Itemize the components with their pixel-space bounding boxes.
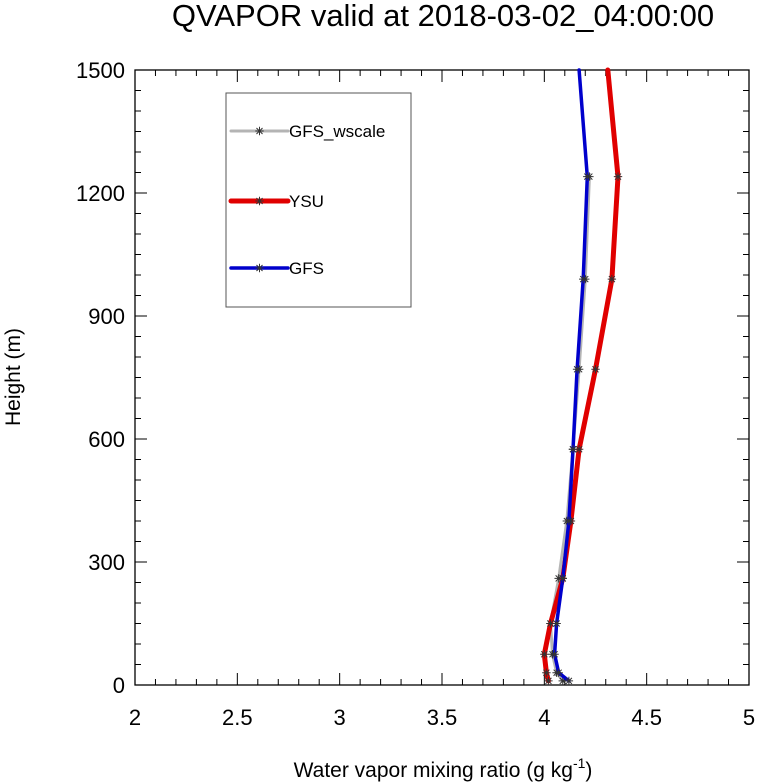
x-axis-label: Water vapor mixing ratio (g kg-1) (294, 755, 593, 782)
series-ysu (540, 67, 623, 686)
x-tick-label: 4 (538, 705, 550, 730)
data-point (579, 274, 588, 284)
data-point (552, 619, 561, 628)
x-axis-label-superscript: -1 (573, 755, 586, 771)
legend-label: YSU (289, 192, 324, 211)
y-tick-label: 300 (88, 550, 125, 575)
legend-marker (255, 196, 264, 206)
legend-label: GFS_wscale (289, 122, 385, 141)
chart-title: QVAPOR valid at 2018-03-02_04:00:00 (172, 0, 714, 33)
data-point (613, 172, 623, 181)
data-point (572, 365, 582, 374)
data-point (564, 676, 574, 686)
series-line (549, 175, 591, 683)
data-point (554, 668, 563, 677)
data-point (540, 650, 549, 659)
y-tick-label: 1500 (76, 58, 125, 83)
legend-entry: GFS_wscale (229, 122, 385, 141)
series-gfs (550, 68, 592, 686)
legend-marker (255, 263, 264, 273)
x-axis-label-end: ) (585, 759, 592, 782)
y-axis-label: Height (m) (2, 328, 25, 426)
data-point (542, 668, 551, 677)
x-tick-label: 4.5 (631, 705, 662, 730)
y-tick-label: 1200 (76, 181, 125, 206)
data-point (607, 274, 617, 284)
data-point (558, 574, 567, 583)
data-point (568, 445, 578, 454)
data-point (574, 445, 584, 454)
x-axis-ticks: 2 2.5 3 3.5 4 4.5 5 (129, 70, 755, 730)
x-tick-label: 2 (129, 705, 141, 730)
legend-label: GFS (289, 259, 324, 278)
x-tick-label: 3.5 (427, 705, 458, 730)
y-axis-ticks: 0 300 600 900 1200 1500 (76, 58, 749, 698)
data-point (583, 172, 592, 181)
legend-marker (255, 126, 264, 136)
data-point (591, 365, 600, 374)
data-point (546, 619, 555, 628)
data-point (564, 516, 574, 526)
x-tick-label: 5 (743, 705, 755, 730)
y-tick-label: 900 (88, 304, 125, 329)
x-tick-label: 3 (334, 705, 346, 730)
legend-entry: YSU (228, 192, 324, 211)
data-point (544, 676, 553, 686)
series-layer (540, 67, 623, 686)
data-point (558, 676, 567, 686)
legend: GFS_wscale YSU GFS (225, 92, 412, 308)
x-axis-label-text: Water vapor mixing ratio (g kg (294, 759, 573, 782)
y-tick-label: 600 (88, 427, 125, 452)
legend-entry: GFS (229, 259, 324, 278)
y-tick-label: 0 (113, 673, 125, 698)
x-tick-label: 2.5 (222, 705, 253, 730)
data-point (550, 650, 559, 659)
